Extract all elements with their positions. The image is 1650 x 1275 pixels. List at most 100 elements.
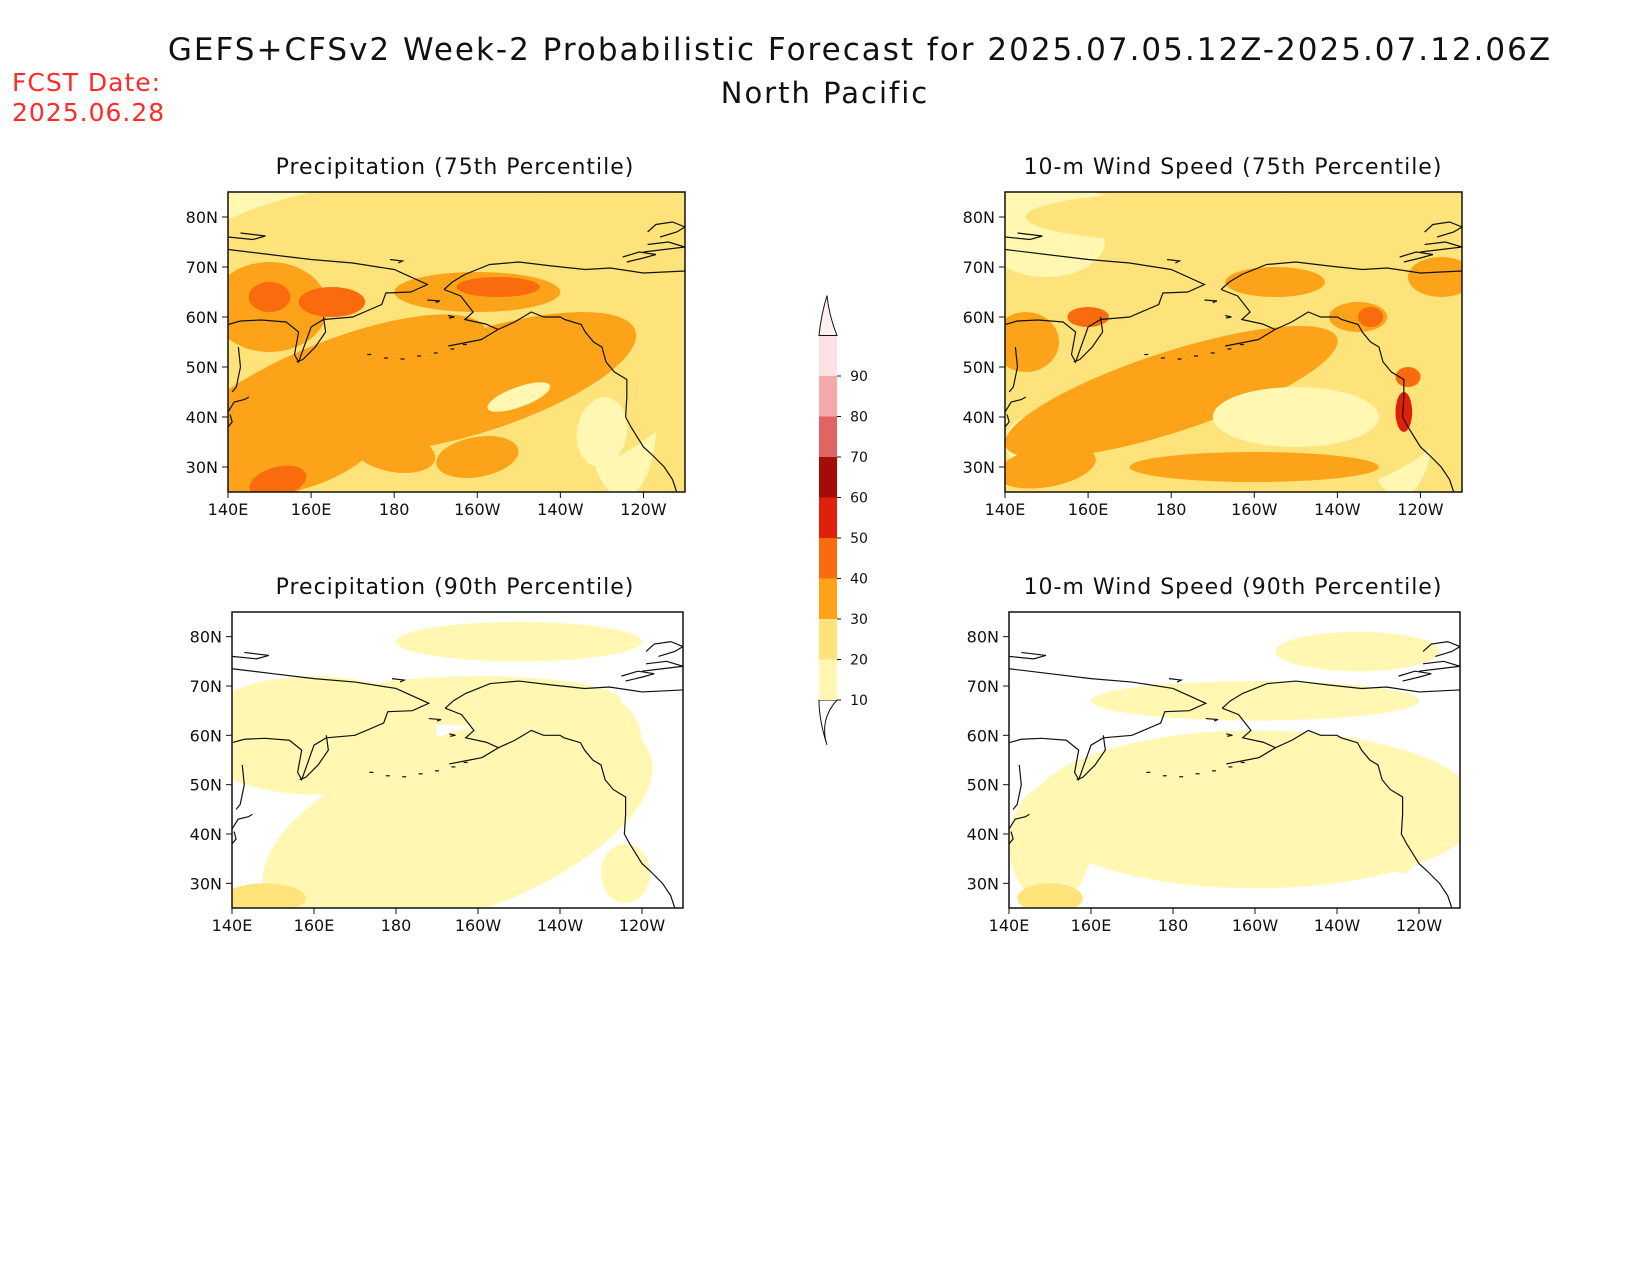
probability-area xyxy=(601,843,651,904)
coastline xyxy=(228,248,429,364)
probability-area xyxy=(1067,307,1109,327)
probability-area xyxy=(248,282,291,312)
lat-tick-label: 50N xyxy=(190,776,222,795)
coastline xyxy=(622,251,657,263)
panel-title: Precipitation (75th Percentile) xyxy=(276,155,635,180)
lat-tick-label: 70N xyxy=(186,258,218,277)
lat-tick-label: 60N xyxy=(963,308,995,327)
lat-tick-label: 40N xyxy=(963,408,995,427)
lon-tick-label: 140E xyxy=(208,500,249,519)
coastline xyxy=(228,414,233,428)
probability-area xyxy=(262,715,653,908)
coastline xyxy=(1205,717,1219,722)
coastline xyxy=(497,311,678,492)
probability-area xyxy=(1212,387,1379,447)
colorbar-label: 60 xyxy=(850,491,868,507)
coastline xyxy=(1275,729,1453,908)
coastline xyxy=(232,651,270,660)
coastline xyxy=(641,660,683,672)
lat-tick-label: 70N xyxy=(967,677,999,696)
map-field xyxy=(1009,612,1460,908)
lon-tick-label: 120W xyxy=(619,916,666,935)
lon-tick-label: 180 xyxy=(379,500,410,519)
probability-area xyxy=(436,436,519,478)
coastline xyxy=(643,241,685,253)
map-panel: Precipitation (90th Percentile) 140E 160E 1… xyxy=(190,575,684,935)
colorbar-label: 50 xyxy=(850,531,868,547)
colorbar-swatch xyxy=(819,619,837,660)
lon-tick-label: 140W xyxy=(537,916,584,935)
coastline xyxy=(228,396,250,413)
lat-tick-label: 30N xyxy=(967,874,999,893)
coastline xyxy=(498,729,676,908)
coastline xyxy=(1274,311,1455,492)
colorbar-swatch xyxy=(819,497,837,538)
lon-tick-label: 160W xyxy=(1231,500,1278,519)
lon-tick-label: 160E xyxy=(294,916,335,935)
probability-area xyxy=(353,431,436,473)
lat-tick-label: 50N xyxy=(186,358,218,377)
coastline xyxy=(448,314,455,319)
coastline xyxy=(231,346,242,393)
lat-tick-label: 40N xyxy=(967,825,999,844)
colorbar-label: 40 xyxy=(850,572,868,588)
probability-area xyxy=(232,883,306,908)
map-field xyxy=(1005,192,1462,492)
lat-tick-label: 80N xyxy=(190,628,222,647)
coastline xyxy=(1399,251,1434,263)
colorbar-upper-tail xyxy=(818,295,838,336)
lat-tick-label: 60N xyxy=(967,726,999,745)
map-frame xyxy=(1004,191,1463,493)
colorbar-swatch xyxy=(819,335,837,376)
coastline xyxy=(449,733,456,737)
lon-tick-label: 180 xyxy=(1156,500,1187,519)
coastline xyxy=(1221,707,1277,765)
lon-tick-label: 180 xyxy=(1158,916,1189,935)
coastline xyxy=(1204,299,1218,304)
colorbar-label: 80 xyxy=(850,410,868,426)
coastline xyxy=(1009,668,1208,782)
lat-tick-label: 40N xyxy=(190,825,222,844)
coastline xyxy=(444,707,500,765)
lat-tick-label: 60N xyxy=(186,308,218,327)
colorbar-swatch xyxy=(819,578,837,619)
colorbar-label: 30 xyxy=(850,612,868,628)
lon-tick-label: 180 xyxy=(381,916,412,935)
lat-tick-label: 30N xyxy=(963,458,995,477)
coastline xyxy=(1005,396,1027,413)
coastline xyxy=(235,764,245,810)
coastline xyxy=(1005,248,1206,364)
map-panel: 10-m Wind Speed (75th Percentile) 140E 160… xyxy=(963,155,1463,519)
probability-area xyxy=(1395,392,1413,432)
map-panel: 10-m Wind Speed (90th Percentile) 140E 160… xyxy=(967,575,1461,935)
coastline xyxy=(232,831,237,845)
coastline xyxy=(389,258,405,264)
probability-area xyxy=(396,621,642,662)
fcst-date-value: 2025.06.28 xyxy=(12,98,166,127)
coastline xyxy=(1166,258,1182,264)
probability-area xyxy=(576,397,628,467)
probability-area xyxy=(456,277,540,297)
coastline xyxy=(296,316,327,363)
lon-tick-label: 140E xyxy=(985,500,1026,519)
coastline xyxy=(621,670,655,682)
lon-tick-label: 140E xyxy=(989,916,1030,935)
lon-tick-label: 160E xyxy=(1068,500,1109,519)
probability-area xyxy=(560,695,642,795)
probability-area xyxy=(334,676,622,726)
coastline xyxy=(232,813,253,830)
coastline xyxy=(645,640,683,657)
probability-area xyxy=(1275,631,1440,672)
lat-tick-label: 30N xyxy=(186,458,218,477)
map-field xyxy=(228,192,685,492)
lon-tick-label: 160E xyxy=(291,500,332,519)
probability-area xyxy=(1025,192,1359,242)
probability-area xyxy=(1408,257,1462,297)
lat-tick-label: 70N xyxy=(190,677,222,696)
probability-area xyxy=(487,382,551,412)
colorbar-label: 90 xyxy=(850,369,868,385)
coastline xyxy=(1424,221,1462,238)
colorbar-swatch xyxy=(819,416,837,457)
colorbar-swatch xyxy=(819,659,837,700)
